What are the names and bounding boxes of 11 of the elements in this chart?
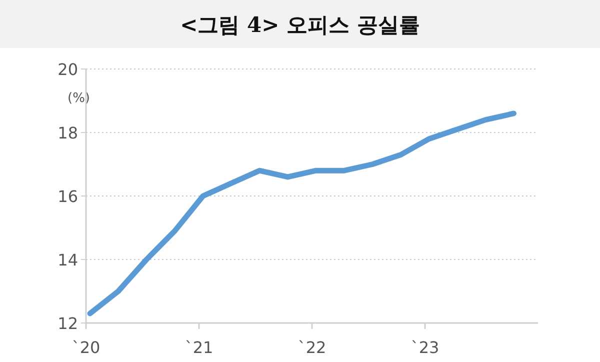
y-tick-label: 16 <box>58 187 78 206</box>
chart-title: <그림 4> 오피스 공실률 <box>180 12 420 37</box>
y-tick-label: 14 <box>58 250 78 270</box>
x-tick-label: `20 <box>72 338 100 357</box>
y-tick-label: 12 <box>58 314 78 333</box>
y-axis-title: (%) <box>68 91 90 106</box>
x-tick-label: `23 <box>410 338 440 357</box>
x-tick-label: `22 <box>298 338 326 357</box>
y-tick-label: 20 <box>58 60 78 79</box>
x-tick-label: `21 <box>184 338 214 357</box>
y-tick-label: 18 <box>58 124 78 142</box>
